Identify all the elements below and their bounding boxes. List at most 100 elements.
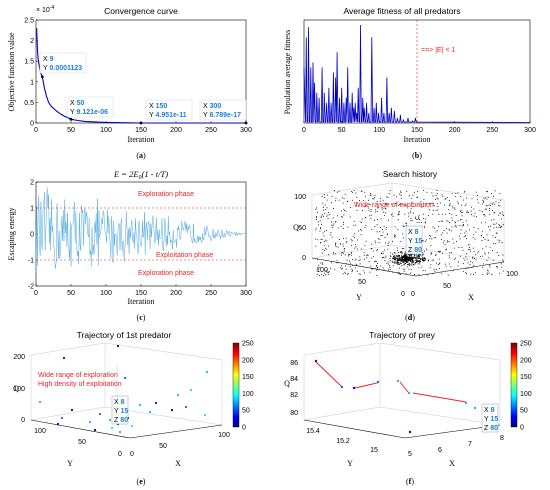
panel-d-point (404, 261, 406, 263)
panel-d-point (389, 258, 391, 259)
panel-d-point (408, 215, 410, 217)
panel-d-point (384, 260, 386, 261)
panel-d-point (475, 254, 477, 256)
panel-d-point (440, 250, 441, 252)
panel-d-point (406, 261, 408, 263)
panel-d-point (425, 221, 426, 223)
panel-d-point (387, 245, 389, 246)
panel-d-point (452, 205, 454, 207)
panel-d-point (382, 257, 384, 258)
panel-d-point (440, 220, 442, 222)
panel-d-point (381, 257, 383, 259)
panel-d-point (357, 239, 358, 241)
panel-d-point (484, 215, 486, 217)
panel-d-point (495, 242, 497, 244)
panel-f-point (376, 380, 380, 384)
panel-d-point (410, 272, 412, 274)
panel-d-point (404, 254, 405, 256)
panel-d-point (411, 258, 413, 260)
panel-d-point (421, 259, 423, 260)
panel-d-point (433, 205, 435, 206)
panel-d-point (437, 198, 439, 200)
panel-d-point (415, 217, 416, 219)
svg-text:50: 50 (358, 279, 366, 286)
panel-d-point (395, 262, 397, 264)
panel-d-point (465, 203, 467, 205)
panel-d-point (394, 258, 396, 259)
panel-d-point (484, 208, 486, 210)
panel-d-point (438, 226, 440, 228)
panel-d-point (445, 265, 447, 267)
panel-d-point (436, 190, 438, 191)
panel-e-point (203, 413, 207, 417)
panel-d-point (318, 265, 320, 266)
panel-d-point (475, 216, 477, 217)
panel-d-point (400, 263, 402, 265)
panel-a-ylabel: Objective function value (7, 32, 16, 112)
panel-d-point (470, 250, 472, 252)
panel-d-point (376, 269, 378, 271)
panel-a-datatip: X 50 Y 9.121e-06 (66, 96, 114, 121)
panel-d-point (398, 211, 400, 213)
panel-d-point (384, 237, 386, 238)
panel-d-point (370, 217, 372, 219)
panel-d-point (409, 259, 411, 261)
panel-d-point (343, 198, 345, 199)
panel-d-point (400, 257, 402, 259)
panel-d-point (394, 236, 396, 238)
panel-d-point (393, 262, 395, 264)
panel-d-point (328, 254, 330, 256)
panel-d-point (404, 254, 406, 256)
panel-d-point (459, 238, 461, 240)
panel-d-point (483, 201, 485, 203)
panel-d-point (451, 219, 453, 221)
panel-d-point (374, 194, 376, 196)
panel-d-point (439, 262, 441, 264)
panel-d-point (350, 254, 352, 256)
panel-d-point (498, 214, 500, 216)
panel-d-point (340, 226, 342, 228)
panel-d-point (410, 254, 412, 256)
panel-d-point (414, 263, 416, 265)
panel-d-point (320, 215, 322, 217)
panel-d-point (378, 207, 380, 209)
panel-d-point (326, 271, 328, 273)
panel-d-point (376, 250, 378, 252)
panel-d-point (399, 204, 401, 206)
panel-d-point (398, 210, 400, 212)
panel-d-point (389, 266, 391, 268)
panel-d-point (321, 223, 322, 225)
svg-text:100: 100 (316, 267, 328, 274)
panel-d-point (465, 235, 467, 237)
panel-d-point (345, 210, 347, 212)
panel-d-point (410, 212, 412, 214)
panel-d-point (358, 260, 360, 261)
panel-d-point (398, 262, 400, 264)
panel-d-point (500, 227, 502, 228)
panel-d-point (393, 252, 395, 254)
panel-d-point (399, 258, 401, 260)
panel-d-point (422, 260, 424, 262)
panel-d-point (414, 255, 415, 257)
panel-e-ticks: 0 100 200 0 50 100 0 50 100 (13, 354, 230, 458)
panel-d-point (503, 215, 504, 216)
panel-d-point (394, 255, 396, 257)
panel-d-point (398, 259, 400, 261)
panel-d-point (463, 257, 465, 259)
panel-f-point (340, 385, 344, 389)
panel-d-point (331, 236, 333, 238)
panel-d-point (494, 223, 496, 225)
panel-d-point (376, 275, 378, 276)
panel-d-point (382, 229, 383, 230)
panel-d-point (490, 219, 492, 221)
panel-d-point (410, 258, 412, 259)
panel-d-point (363, 200, 365, 201)
panel-d-point (455, 215, 457, 216)
panel-e-point (110, 426, 114, 430)
panel-d-point (364, 272, 365, 274)
panel-d-point (371, 268, 373, 270)
panel-a-ytick-label: 2 (30, 38, 34, 45)
panel-d-point (486, 259, 488, 261)
panel-d-point (387, 270, 389, 272)
panel-d-point (390, 252, 391, 254)
